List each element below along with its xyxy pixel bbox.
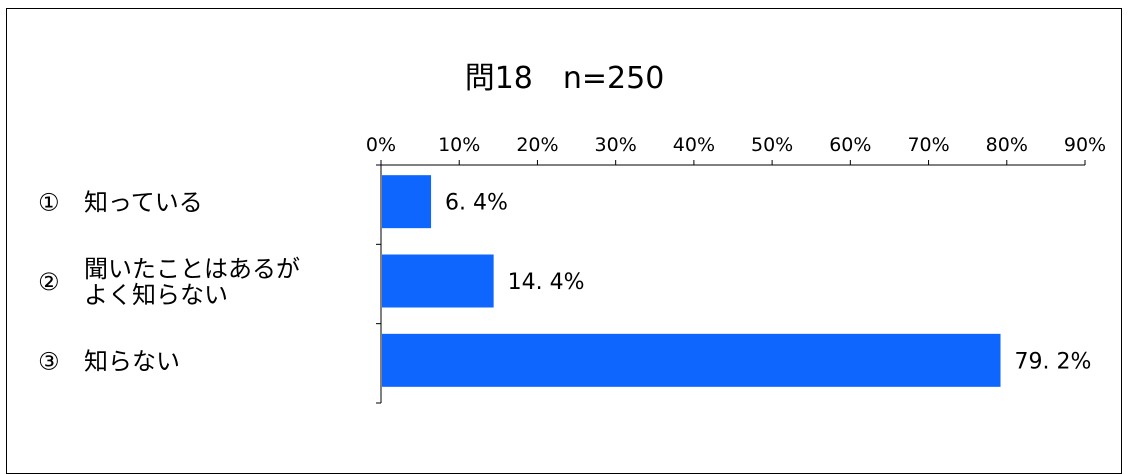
bar [382, 175, 432, 229]
value-label: 79. 2% [1015, 349, 1092, 374]
category-label: よく知らない [84, 281, 228, 309]
category-number: ② [38, 268, 60, 296]
x-tick-label: 40% [673, 134, 715, 156]
bar [382, 254, 494, 308]
category-label: 知らない [84, 347, 180, 375]
category-number: ① [38, 189, 60, 217]
x-tick-label: 90% [1064, 134, 1106, 156]
x-tick-label: 30% [595, 134, 637, 156]
x-tick-label: 70% [907, 134, 949, 156]
chart-title: 問18 n=250 [464, 61, 665, 96]
x-tick-label: 10% [438, 134, 480, 156]
category-label: 聞いたことはあるが [84, 255, 300, 283]
x-tick-label: 50% [751, 134, 793, 156]
value-label: 14. 4% [508, 270, 585, 295]
x-tick-label: 60% [829, 134, 871, 156]
category-number: ③ [38, 347, 60, 375]
category-label: 知っている [84, 189, 203, 217]
value-label: 6. 4% [445, 191, 508, 216]
x-tick-label: 20% [516, 134, 558, 156]
bar [382, 333, 1001, 387]
x-tick-label: 80% [986, 134, 1028, 156]
x-tick-label: 0% [366, 134, 396, 156]
